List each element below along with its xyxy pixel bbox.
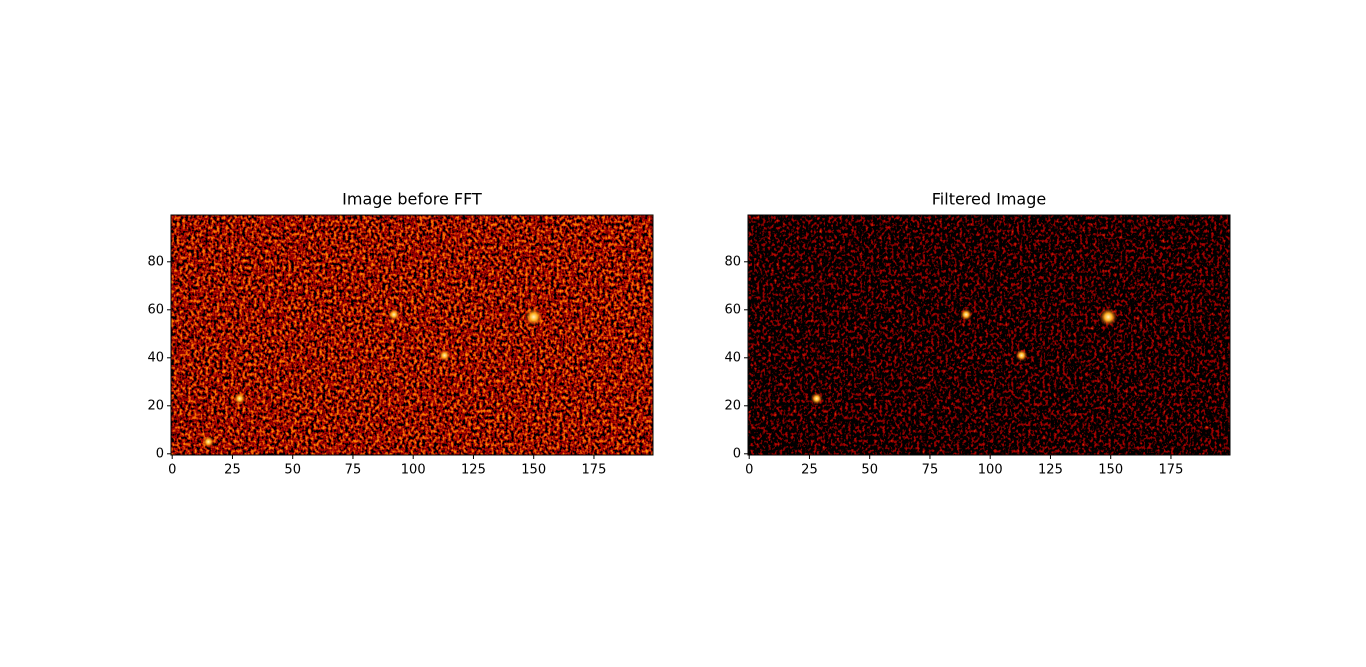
bright-spot	[1015, 349, 1028, 362]
y-tick-label: 20	[147, 398, 164, 413]
bright-spot	[960, 308, 973, 321]
y-tick-label: 40	[147, 350, 164, 365]
bright-spot	[524, 308, 543, 326]
x-tick-label: 125	[461, 463, 486, 478]
x-tick-label: 150	[1098, 463, 1123, 478]
axes-frame	[170, 214, 654, 456]
x-tick-label: 0	[745, 463, 753, 478]
y-tick-label: 80	[147, 254, 164, 269]
y-tick-label: 80	[724, 254, 741, 269]
y-tick-label: 60	[147, 302, 164, 317]
x-tick-label: 175	[1159, 463, 1184, 478]
y-tick-label: 0	[733, 446, 741, 461]
bright-spot	[202, 435, 215, 448]
x-tick-label: 150	[521, 463, 546, 478]
x-tick-label: 50	[861, 463, 878, 478]
chart-title: Image before FFT	[342, 190, 482, 209]
x-tick-label: 25	[224, 463, 241, 478]
bright-spot	[438, 349, 451, 362]
x-tick-label: 25	[801, 463, 818, 478]
bright-spot	[387, 308, 400, 321]
chart-title: Filtered Image	[932, 190, 1046, 209]
x-tick-label: 50	[284, 463, 301, 478]
y-tick-label: 40	[724, 350, 741, 365]
x-tick-label: 0	[168, 463, 176, 478]
y-tick-label: 20	[724, 398, 741, 413]
bright-spot	[810, 392, 823, 405]
x-tick-label: 100	[401, 463, 426, 478]
image-texture	[748, 215, 1230, 455]
x-tick-label: 175	[582, 463, 607, 478]
bright-spot	[233, 392, 246, 405]
x-tick-label: 125	[1038, 463, 1063, 478]
x-tick-label: 75	[345, 463, 362, 478]
bright-spot	[1099, 308, 1118, 326]
y-tick-label: 60	[724, 302, 741, 317]
axes-frame	[747, 214, 1231, 456]
x-tick-label: 75	[922, 463, 939, 478]
y-tick-label: 0	[156, 446, 164, 461]
x-tick-label: 100	[978, 463, 1003, 478]
image-texture	[171, 215, 653, 455]
